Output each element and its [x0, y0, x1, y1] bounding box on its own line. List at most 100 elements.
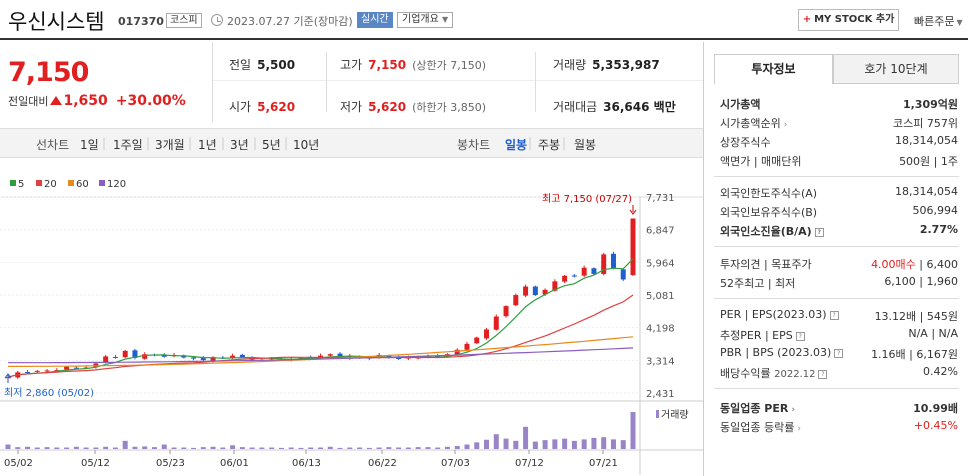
stock-header: 우신시스템 017370 코스피 2023.07.27 기준(장마감) 실시간 … [0, 0, 968, 40]
help-icon[interactable]: ? [829, 311, 839, 320]
volume-bar [532, 441, 538, 449]
mcap-value: 1,309억원 [902, 98, 958, 111]
candle-body [454, 349, 460, 355]
volume-bar [337, 447, 343, 449]
candle-body [474, 337, 480, 344]
volume-bar [298, 447, 304, 449]
amount-label: 거래대금 [553, 100, 598, 114]
period-3y[interactable]: 3년 [230, 138, 249, 152]
est-label-text: 추정PER | EPS [720, 329, 793, 342]
volume-bar [562, 438, 568, 449]
prev-value: 5,500 [257, 58, 296, 72]
x-tick-label: 07/12 [515, 458, 544, 469]
row-shares: 상장주식수 18,314,054 [720, 134, 958, 152]
tab-hoga[interactable]: 호가 10단계 [833, 54, 959, 84]
row-industry-per: 동일업종 PER › 10.99배 [720, 400, 958, 418]
chevron-down-icon: ▼ [442, 15, 449, 24]
volume-bar [93, 447, 99, 449]
quick-order-button[interactable]: 빠른주문 ▼ [914, 13, 963, 29]
upper-limit: (상한가 7,150) [412, 59, 486, 72]
help-icon[interactable]: ? [795, 332, 805, 341]
summary-divider [535, 52, 536, 112]
volume-bar [161, 444, 167, 449]
x-tick-label: 06/22 [368, 458, 397, 469]
candle-body [630, 218, 636, 276]
help-icon[interactable]: ? [814, 228, 824, 237]
period-10y[interactable]: 10년 [293, 138, 320, 152]
lower-limit: (하한가 3,850) [412, 101, 486, 114]
separator: | [284, 136, 289, 150]
help-icon[interactable]: ? [834, 349, 844, 358]
chevron-right-icon[interactable]: › [783, 120, 788, 130]
separator: | [146, 136, 151, 150]
volume-bar [552, 439, 558, 449]
candle-body [200, 358, 206, 361]
quick-order-label: 빠른주문 [914, 15, 955, 28]
realtime-button[interactable]: 실시간 [357, 12, 393, 28]
period-1d[interactable]: 1일 [80, 138, 99, 152]
group-divider [714, 246, 959, 247]
separator: | [253, 136, 258, 150]
volume: 거래량 5,353,987 [553, 56, 660, 73]
volume-label: 거래량 [661, 409, 689, 421]
help-icon[interactable]: ? [818, 370, 828, 379]
company-info-dropdown[interactable]: 기업개요 ▼ [397, 12, 454, 28]
volume-bar [239, 447, 245, 449]
shares-label: 상장주식수 [720, 136, 771, 149]
est-value: N/A | N/A [908, 327, 958, 340]
legend-label: 120 [107, 179, 126, 190]
candle-body [112, 357, 118, 359]
foreign-hold-value: 506,994 [912, 204, 959, 217]
candle-body [44, 370, 50, 372]
volume-bar [83, 447, 89, 449]
ind-per-label: 동일업종 PER › [720, 400, 795, 416]
ma-120-line [8, 347, 634, 364]
volume-value: 5,353,987 [592, 58, 660, 72]
volume-bar [327, 446, 333, 449]
candle-body [181, 355, 187, 358]
candle-body [73, 367, 79, 369]
volume-bar [191, 447, 197, 449]
volume-bar [591, 437, 597, 449]
info-tabs: 투자정보 호가 10단계 [714, 54, 959, 84]
row-industry-change: 동일업종 등락률 › +0.45% [720, 419, 958, 437]
candle-body [523, 286, 529, 296]
candle-body [552, 281, 558, 291]
candle-body [581, 267, 587, 276]
candle-monthly[interactable]: 월봉 [574, 138, 597, 152]
volume-bar [366, 447, 372, 449]
ind-chg-label: 동일업종 등락률 › [720, 419, 801, 435]
period-3m[interactable]: 3개월 [155, 138, 185, 152]
candle-body [542, 289, 548, 295]
separator: | [188, 136, 193, 150]
volume-bar [171, 447, 177, 449]
period-1y[interactable]: 1년 [198, 138, 217, 152]
chevron-right-icon[interactable]: › [791, 405, 796, 415]
foreign-ratio-label-text: 외국인소진율(B/A) [720, 225, 812, 238]
volume-bar [25, 446, 31, 449]
par-value: 500원 | 1주 [899, 155, 958, 168]
add-mystock-button[interactable]: + MY STOCK 추가 [798, 9, 899, 31]
tab-invest-info[interactable]: 투자정보 [714, 54, 833, 84]
volume-legend-swatch [656, 410, 659, 418]
candle-body [34, 370, 40, 372]
up-arrow-icon [50, 96, 63, 105]
x-tick-label: 07/03 [441, 458, 470, 469]
price-chart[interactable]: 5 20 60 120 7,731 6,847 5,964 5,081 4,198 3,314 2,… [0, 174, 703, 476]
low-label: 저가 [340, 100, 363, 114]
period-1w[interactable]: 1주일 [113, 138, 143, 152]
period-5y[interactable]: 5년 [262, 138, 281, 152]
volume-bar [484, 439, 490, 449]
legend-swatch [36, 180, 42, 186]
volume-bar [376, 447, 382, 449]
candle-body [318, 355, 323, 358]
candle-weekly[interactable]: 주봉 [538, 138, 561, 152]
opinion-rating: 4.00매수 [871, 258, 916, 271]
candle-daily[interactable]: 일봉 [505, 138, 528, 152]
per-value: 13.12배 | 545원 [874, 310, 958, 323]
volume-bar [435, 447, 441, 449]
chevron-right-icon[interactable]: › [797, 424, 801, 434]
group-divider [714, 176, 959, 177]
candle-body [25, 372, 31, 374]
candle-body [571, 275, 577, 277]
